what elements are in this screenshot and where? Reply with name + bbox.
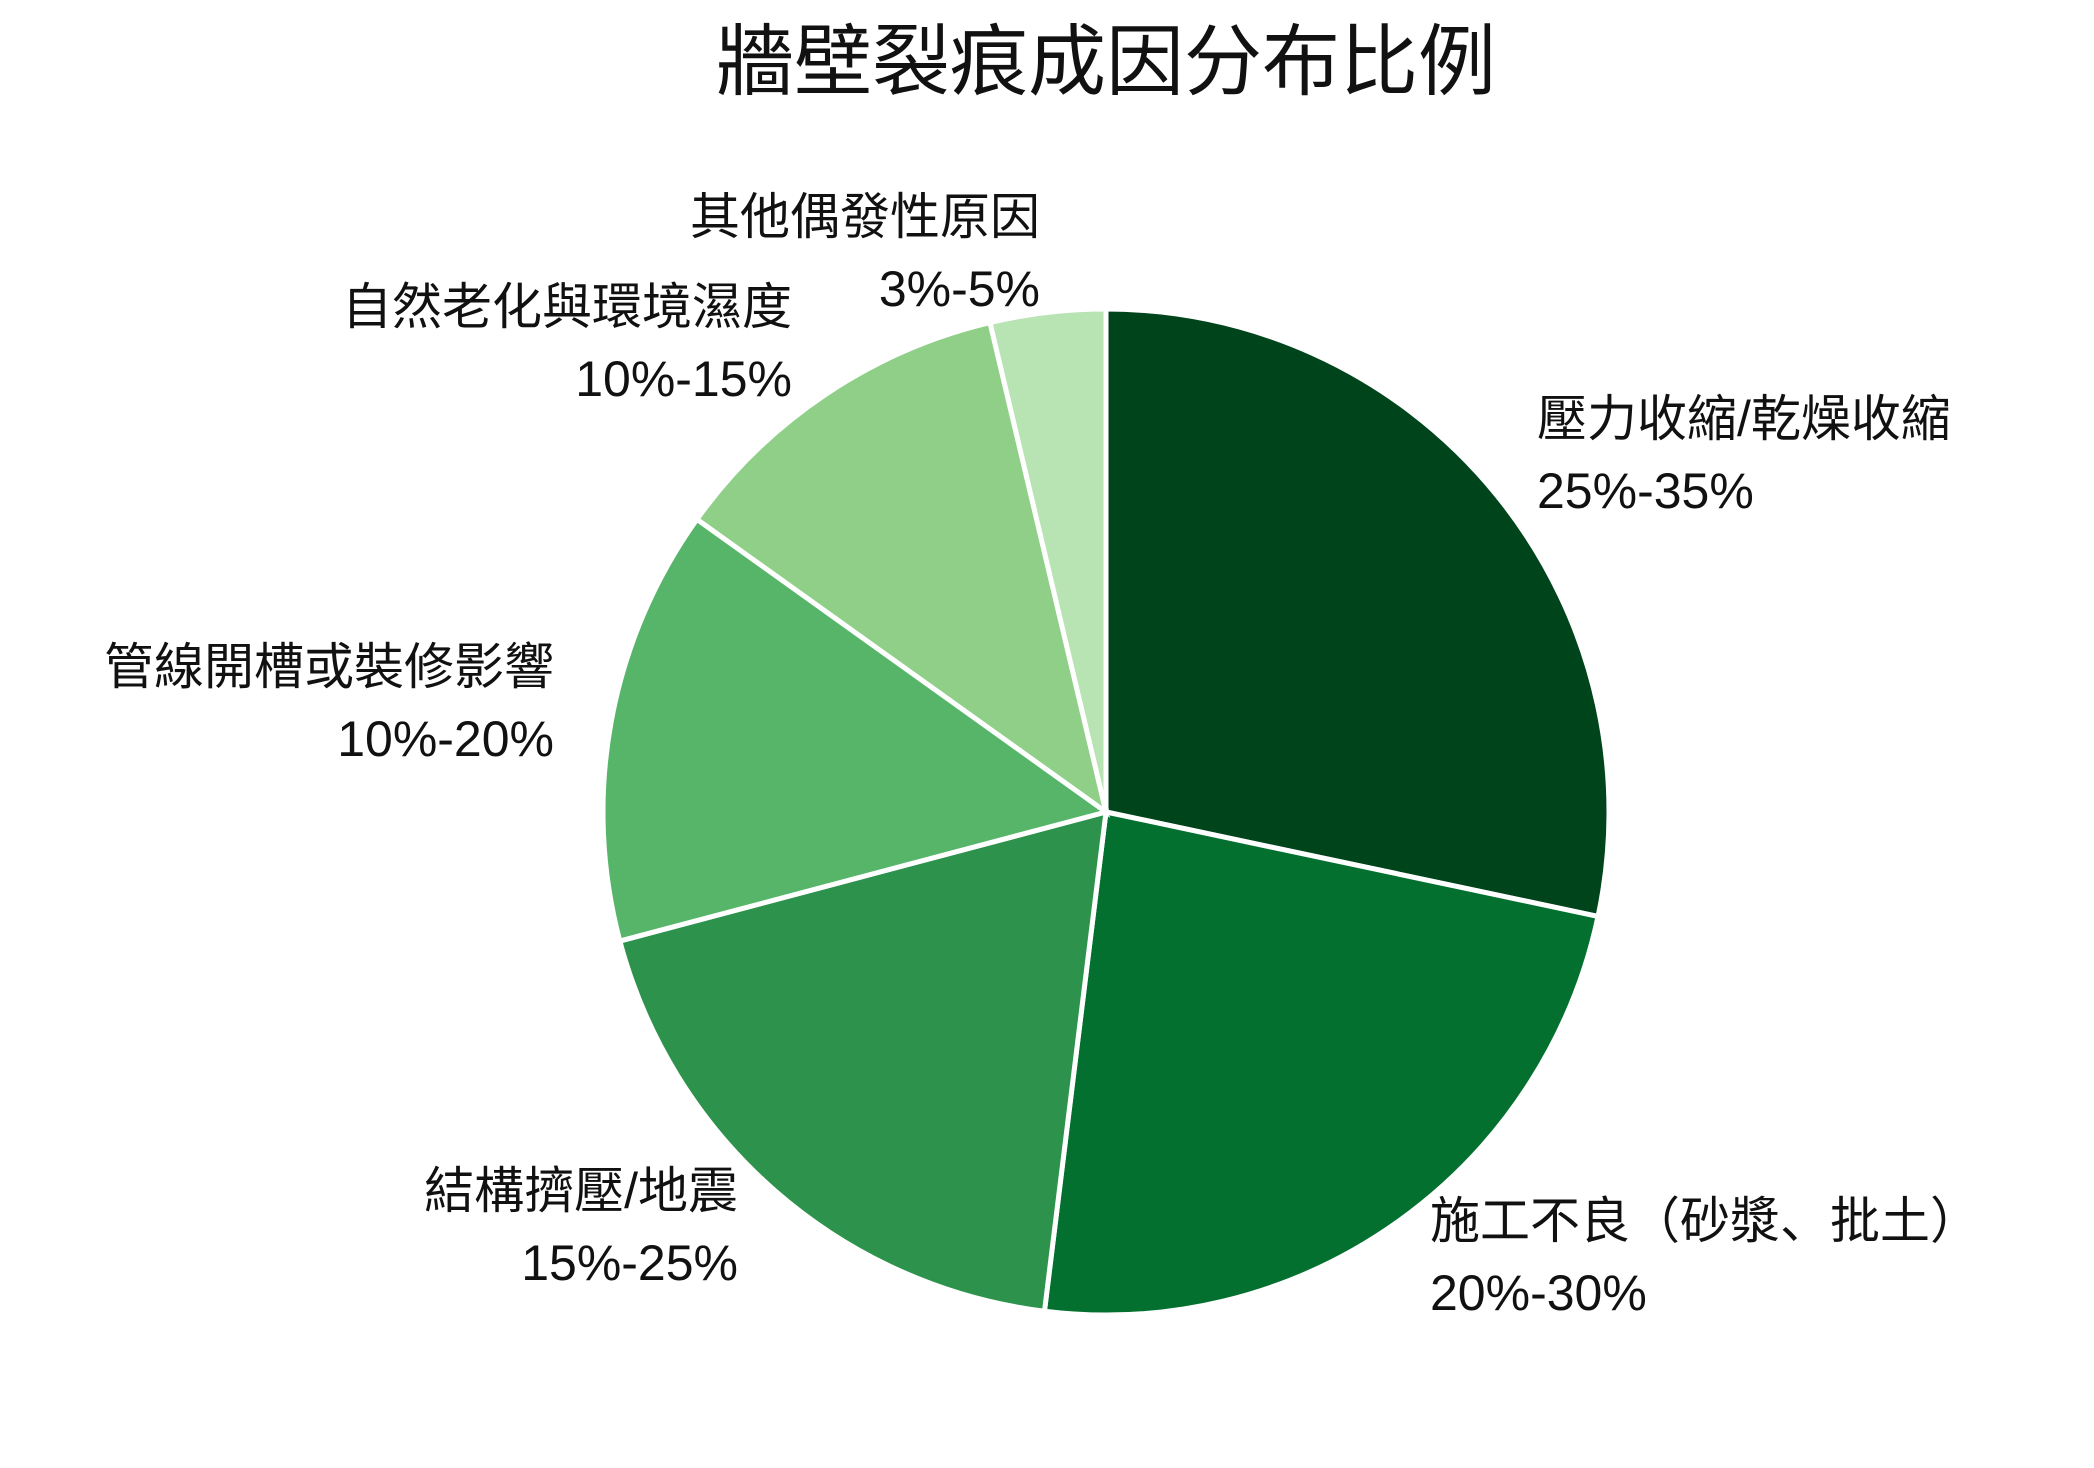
slice-label: 壓力收縮/乾燥收縮	[1537, 391, 1951, 447]
slice-label: 其他偶發性原因	[690, 189, 1040, 245]
slice-label: 施工不良（砂漿、批土）	[1430, 1193, 1980, 1249]
slice-range: 3%-5%	[879, 261, 1040, 317]
slice-range: 10%-20%	[337, 711, 554, 767]
slice-label: 自然老化與環境濕度	[342, 279, 792, 335]
pie-slice	[1041, 808, 1602, 1318]
pie-slice	[693, 319, 1110, 818]
slice-label: 管線開槽或裝修影響	[104, 639, 554, 695]
slice-range: 10%-15%	[575, 351, 792, 407]
slice-range: 25%-35%	[1537, 463, 1754, 519]
slice-range: 20%-30%	[1430, 1265, 1647, 1321]
pie-slice	[986, 306, 1109, 813]
pie-slice	[1103, 306, 1612, 920]
chart-title: 牆壁裂痕成因分布比例	[716, 18, 1496, 106]
slice-label: 結構擠壓/地震	[424, 1163, 738, 1219]
slice-range: 15%-25%	[521, 1235, 738, 1291]
pie-slice	[600, 515, 1112, 945]
pie-slice	[616, 808, 1109, 1315]
